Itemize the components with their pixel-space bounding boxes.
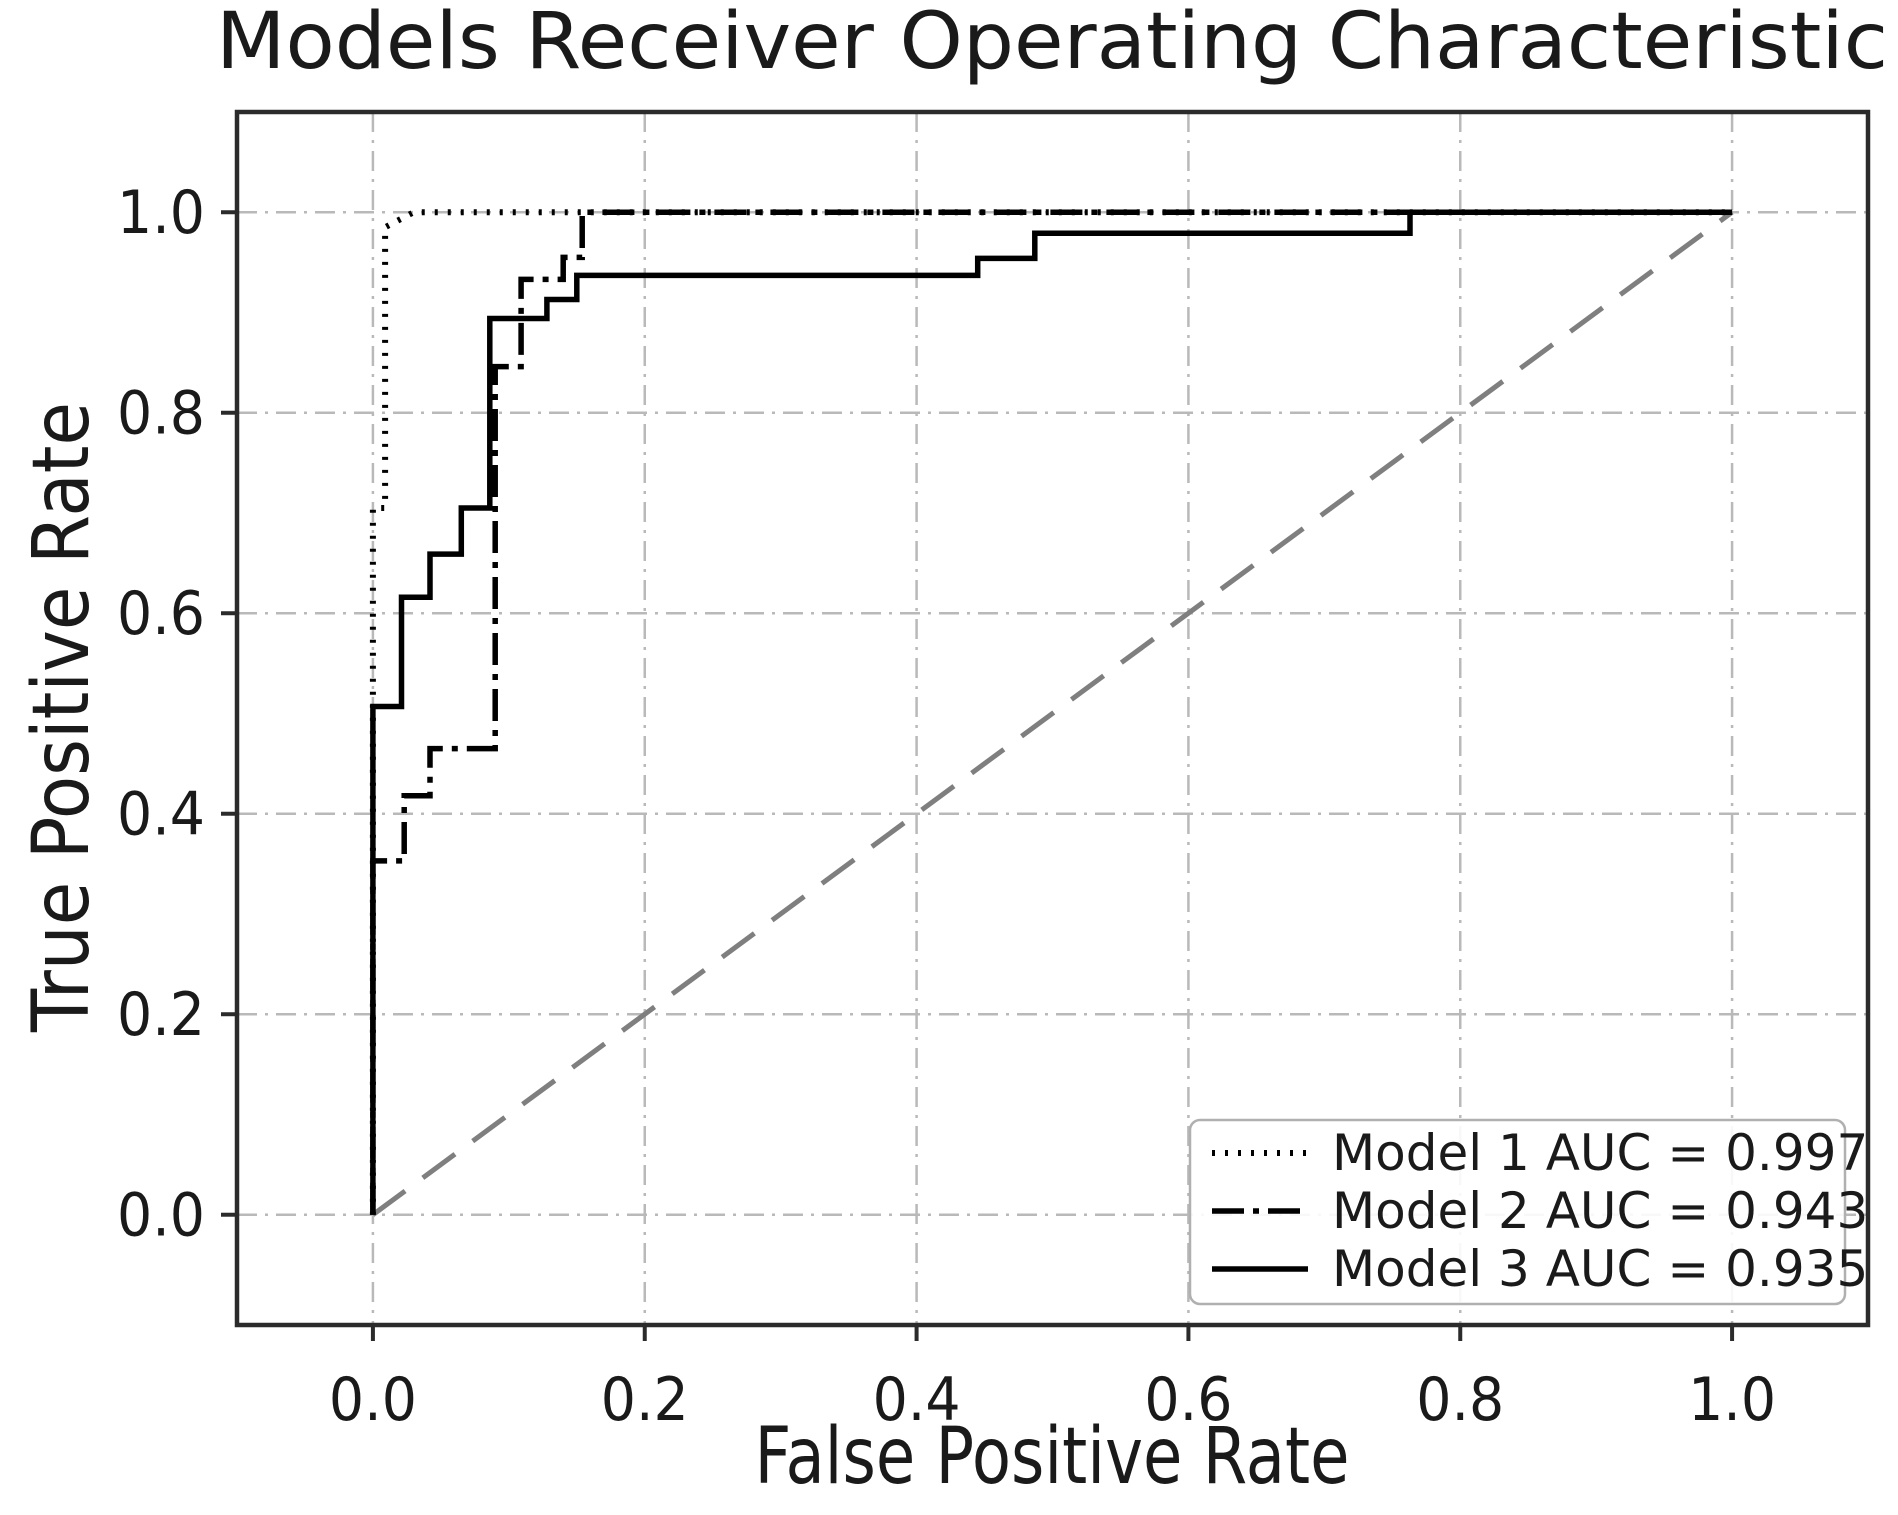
y-tick-label: 0.2	[117, 980, 205, 1050]
legend-label: Model 1 AUC = 0.997	[1332, 1124, 1868, 1182]
y-tick-label: 1.0	[117, 178, 205, 248]
roc-curve-model-3	[370, 209, 1733, 1215]
roc-curve-model-2	[370, 209, 1733, 1215]
y-tick-label: 0.6	[117, 579, 205, 649]
legend-item: Model 3 AUC = 0.935	[1212, 1240, 1868, 1298]
x-tick-label: 1.0	[1688, 1365, 1776, 1435]
axis-ticks	[221, 210, 1735, 1341]
x-tick-label: 0.8	[1416, 1365, 1504, 1435]
x-axis-label: False Positive Rate	[755, 1412, 1350, 1502]
y-tick-label: 0.4	[117, 780, 205, 850]
legend-label: Model 2 AUC = 0.943	[1332, 1182, 1868, 1240]
x-tick-label: 0.0	[329, 1365, 417, 1435]
roc-curve-model-1	[369, 209, 1733, 1215]
gridlines	[237, 112, 1868, 1325]
legend-item: Model 2 AUC = 0.943	[1212, 1182, 1868, 1240]
legend-label: Model 3 AUC = 0.935	[1332, 1240, 1868, 1298]
y-tick-label: 0.0	[117, 1181, 205, 1251]
x-tick-label: 0.6	[1144, 1365, 1232, 1435]
x-tick-label: 0.2	[601, 1365, 689, 1435]
plot-title: Models Receiver Operating Characteristic	[216, 0, 1888, 87]
axis-tick-labels: 0.0 0.2 0.4 0.6 0.8 1.0 0.0 0.2 0.4 0.6 0.8 1.0	[117, 178, 1776, 1435]
y-tick-label: 0.8	[117, 379, 205, 449]
y-axis-label: True Positive Rate	[17, 402, 107, 1033]
x-tick-label: 0.4	[873, 1365, 961, 1435]
roc-curves	[369, 209, 1734, 1217]
legend-item: Model 1 AUC = 0.997	[1212, 1124, 1868, 1182]
legend-box	[1188, 1118, 1847, 1306]
chance-diagonal	[371, 210, 1734, 1217]
plot-spines	[234, 109, 1871, 1328]
